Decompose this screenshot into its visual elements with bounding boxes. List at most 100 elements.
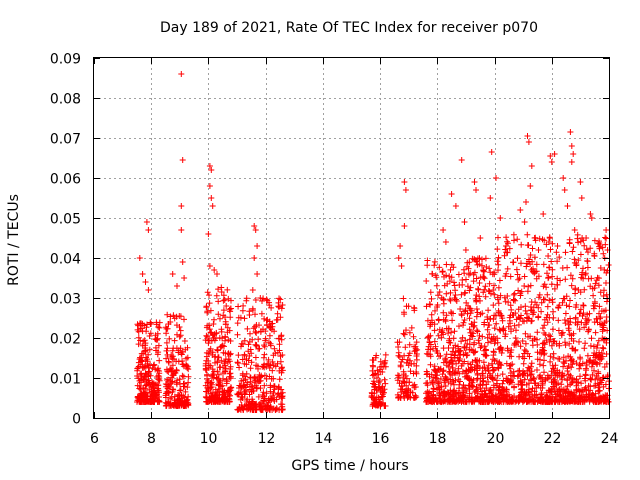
- data-point: [169, 362, 176, 369]
- data-point: [519, 338, 526, 344]
- data-point: [395, 352, 402, 359]
- data-point: [519, 398, 526, 405]
- data-point: [207, 397, 214, 404]
- x-tick-label: 20: [487, 431, 505, 447]
- data-point: [468, 394, 475, 401]
- data-point: [220, 349, 227, 356]
- data-point: [570, 330, 577, 337]
- data-point: [557, 277, 564, 284]
- data-point: [451, 279, 457, 286]
- data-point: [440, 309, 447, 316]
- data-point: [241, 337, 248, 344]
- data-point: [546, 374, 553, 381]
- data-point: [517, 207, 524, 213]
- data-point: [249, 336, 256, 343]
- data-point: [522, 330, 529, 337]
- data-point: [400, 295, 407, 302]
- data-point: [567, 297, 573, 304]
- data-point: [505, 323, 512, 330]
- data-point: [164, 311, 171, 318]
- data-point: [595, 368, 602, 375]
- data-point: [267, 384, 274, 391]
- data-point: [586, 310, 593, 317]
- data-point: [470, 323, 477, 330]
- data-point: [234, 320, 241, 327]
- data-point: [537, 372, 544, 379]
- data-point: [480, 289, 487, 296]
- data-point: [477, 274, 484, 281]
- data-point: [447, 359, 453, 366]
- data-point: [224, 324, 231, 331]
- data-point: [561, 317, 568, 323]
- data-point: [228, 297, 234, 304]
- data-point: [271, 345, 278, 352]
- data-point: [594, 380, 601, 387]
- data-point: [408, 324, 415, 331]
- data-point: [576, 338, 582, 345]
- data-point: [424, 379, 431, 386]
- data-point: [490, 349, 497, 356]
- data-point: [536, 349, 543, 356]
- data-point: [532, 380, 539, 387]
- data-point: [472, 357, 479, 364]
- data-point: [521, 273, 528, 280]
- y-tick-label: 0.08: [50, 92, 81, 108]
- data-point: [213, 292, 220, 299]
- data-point: [468, 367, 475, 374]
- data-point: [588, 215, 595, 221]
- data-point: [587, 211, 594, 217]
- data-point: [205, 231, 212, 237]
- data-point: [601, 364, 608, 370]
- data-point: [448, 309, 454, 316]
- data-point: [450, 379, 457, 385]
- data-point: [597, 315, 603, 322]
- data-point: [531, 254, 538, 261]
- data-point: [252, 341, 259, 348]
- data-point: [212, 359, 218, 366]
- data-point: [166, 335, 173, 342]
- data-point: [258, 404, 265, 410]
- x-tick-label: 16: [372, 431, 390, 447]
- data-point: [218, 289, 225, 295]
- data-point: [493, 358, 500, 365]
- data-point: [278, 336, 285, 343]
- data-point: [524, 260, 530, 267]
- data-point: [470, 278, 477, 285]
- data-point: [217, 377, 224, 384]
- data-point: [600, 345, 607, 352]
- data-point: [225, 350, 232, 357]
- data-point: [209, 373, 215, 380]
- data-point: [162, 324, 169, 331]
- data-point: [450, 264, 457, 271]
- data-point: [480, 267, 487, 274]
- data-point: [591, 397, 598, 404]
- data-point: [518, 241, 525, 248]
- data-point: [511, 372, 518, 379]
- data-point: [428, 317, 435, 324]
- data-point: [185, 379, 192, 386]
- data-point: [526, 256, 532, 263]
- data-point: [474, 386, 481, 393]
- data-point: [429, 379, 436, 386]
- data-point: [435, 398, 442, 405]
- data-point: [433, 347, 440, 354]
- data-point: [503, 243, 509, 249]
- data-point: [546, 387, 553, 394]
- data-point: [252, 311, 258, 318]
- data-point: [213, 374, 220, 381]
- data-point: [240, 302, 247, 309]
- data-point: [501, 252, 508, 259]
- data-point: [406, 341, 413, 348]
- data-point: [154, 387, 161, 394]
- data-point: [529, 245, 536, 252]
- data-point: [211, 393, 218, 400]
- data-point: [249, 307, 256, 314]
- data-point: [177, 327, 184, 334]
- data-point: [598, 320, 605, 327]
- data-point: [258, 328, 264, 335]
- data-point: [406, 357, 413, 364]
- data-point: [495, 284, 502, 291]
- data-point: [572, 304, 579, 311]
- data-point: [561, 295, 568, 302]
- data-point: [456, 370, 463, 377]
